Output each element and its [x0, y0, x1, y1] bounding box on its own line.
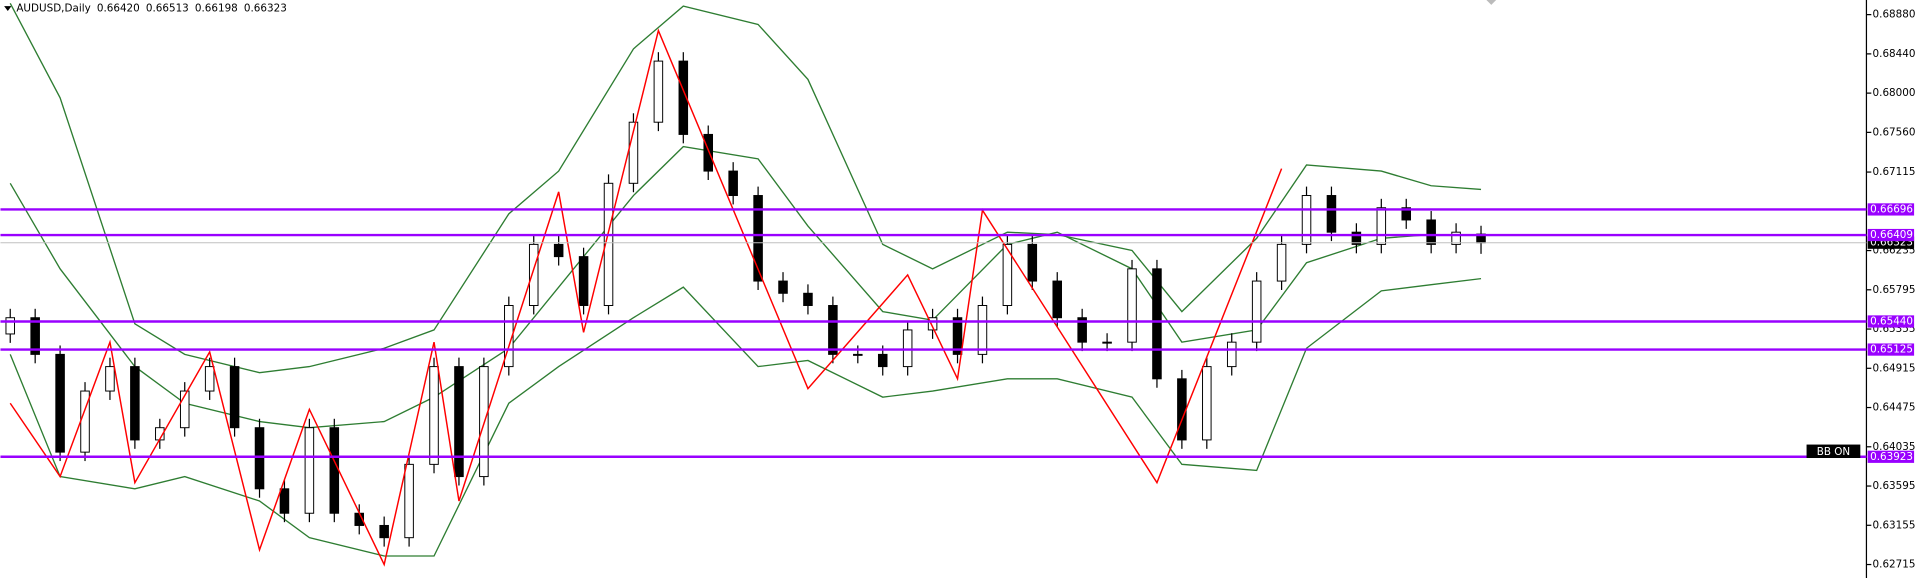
candle-body: [404, 463, 414, 539]
y-tick-label: 0.64035: [1873, 441, 1916, 453]
y-tick-label: 0.68440: [1873, 48, 1916, 60]
candle-body: [1451, 231, 1461, 245]
candle-body: [678, 60, 689, 135]
candle-body: [1426, 219, 1436, 245]
header-value: 0.66420: [97, 3, 140, 15]
candle-body: [1102, 341, 1112, 344]
band-lower: [9, 277, 1482, 557]
candle-body: [952, 317, 963, 355]
candle-body: [105, 366, 115, 392]
symbol: AUDUSD,Daily: [16, 3, 90, 15]
level-label-box: [1867, 315, 1915, 328]
candle-body: [927, 317, 938, 331]
candle-body: [753, 195, 763, 282]
candle-body: [329, 427, 340, 514]
header: AUDUSD,Daily 0.66420 0.66513 0.66198 0.66323: [16, 3, 286, 15]
candle-body: [1401, 207, 1412, 221]
y-tick-label: 0.68000: [1873, 87, 1916, 99]
y-tick-label: 0.62715: [1873, 559, 1916, 571]
candle-body: [653, 60, 664, 123]
level-label: 0.66696: [1870, 203, 1913, 215]
band-upper: [9, 2, 1482, 374]
level-label: 0.65440: [1870, 315, 1913, 327]
candle-body: [553, 243, 564, 258]
level-label-box: [1867, 450, 1915, 463]
candle-body: [603, 182, 614, 306]
candle-body: [204, 366, 215, 392]
y-tick-label: 0.68880: [1873, 9, 1916, 21]
candle-body: [728, 170, 738, 197]
candle-body: [429, 366, 439, 465]
candle-body: [1177, 378, 1187, 441]
candle-body: [1202, 366, 1212, 441]
candle-body: [1002, 243, 1013, 306]
candle-body: [379, 524, 389, 539]
y-tick-label: 0.63155: [1873, 519, 1916, 531]
candle-body: [5, 317, 16, 335]
candle-body: [977, 305, 988, 355]
candle-body: [1351, 231, 1362, 245]
candle-body: [1326, 195, 1337, 233]
zigzag: [9, 28, 1283, 567]
candle-body: [1077, 317, 1087, 343]
candle-body: [853, 353, 863, 356]
candle-body: [279, 488, 290, 514]
candle-body: [55, 353, 65, 453]
header-value: 0.66323: [244, 3, 287, 15]
candle-body: [628, 121, 639, 184]
candle-body: [1301, 195, 1312, 245]
header-value: 0.66198: [195, 3, 238, 15]
indicator-box: [1806, 444, 1861, 459]
candle-body: [130, 366, 140, 441]
level-label: 0.66409: [1870, 229, 1913, 241]
level-label-box: [1867, 228, 1915, 242]
candle-body: [703, 133, 714, 172]
candle-body: [304, 427, 315, 514]
candle-body: [877, 353, 888, 368]
candle-body: [778, 280, 788, 294]
candle-body: [1226, 341, 1237, 368]
indicator-label: BB ON: [1817, 446, 1850, 458]
candle-body: [30, 317, 40, 355]
y-tick-label: 0.64475: [1873, 402, 1916, 414]
collapse-icon[interactable]: [4, 6, 12, 11]
candle-body: [179, 390, 190, 429]
candle-body: [1127, 268, 1137, 343]
candle-body: [1251, 280, 1262, 343]
y-tick-label: 0.63595: [1873, 480, 1916, 492]
y-tick-label: 0.66235: [1873, 245, 1916, 257]
candle-body: [828, 305, 838, 355]
candle-body: [902, 329, 913, 368]
level-label: 0.65125: [1870, 344, 1913, 356]
shift-marker: [1486, 0, 1497, 5]
candle-body: [1376, 207, 1387, 245]
y-tick-label: 0.67560: [1873, 126, 1916, 138]
candle-body: [578, 256, 589, 306]
candle-body: [254, 427, 265, 490]
candle-body: [504, 305, 514, 368]
candle-body: [803, 292, 813, 306]
candle-body: [229, 366, 240, 429]
header-value: 0.66513: [146, 3, 189, 15]
candle-body: [528, 243, 539, 306]
candle-body: [1276, 243, 1287, 282]
candle-body: [1152, 268, 1162, 380]
level-label-box: [1867, 203, 1915, 216]
candle-body: [454, 366, 464, 478]
level-label-box: [1867, 343, 1915, 356]
candle-body: [1027, 243, 1038, 282]
level-label: 0.63923: [1870, 451, 1913, 463]
candle-body: [1052, 280, 1063, 319]
y-tick-label: 0.64915: [1873, 362, 1916, 374]
y-tick-label: 0.67115: [1873, 166, 1916, 178]
y-tick-label: 0.65795: [1873, 284, 1916, 296]
